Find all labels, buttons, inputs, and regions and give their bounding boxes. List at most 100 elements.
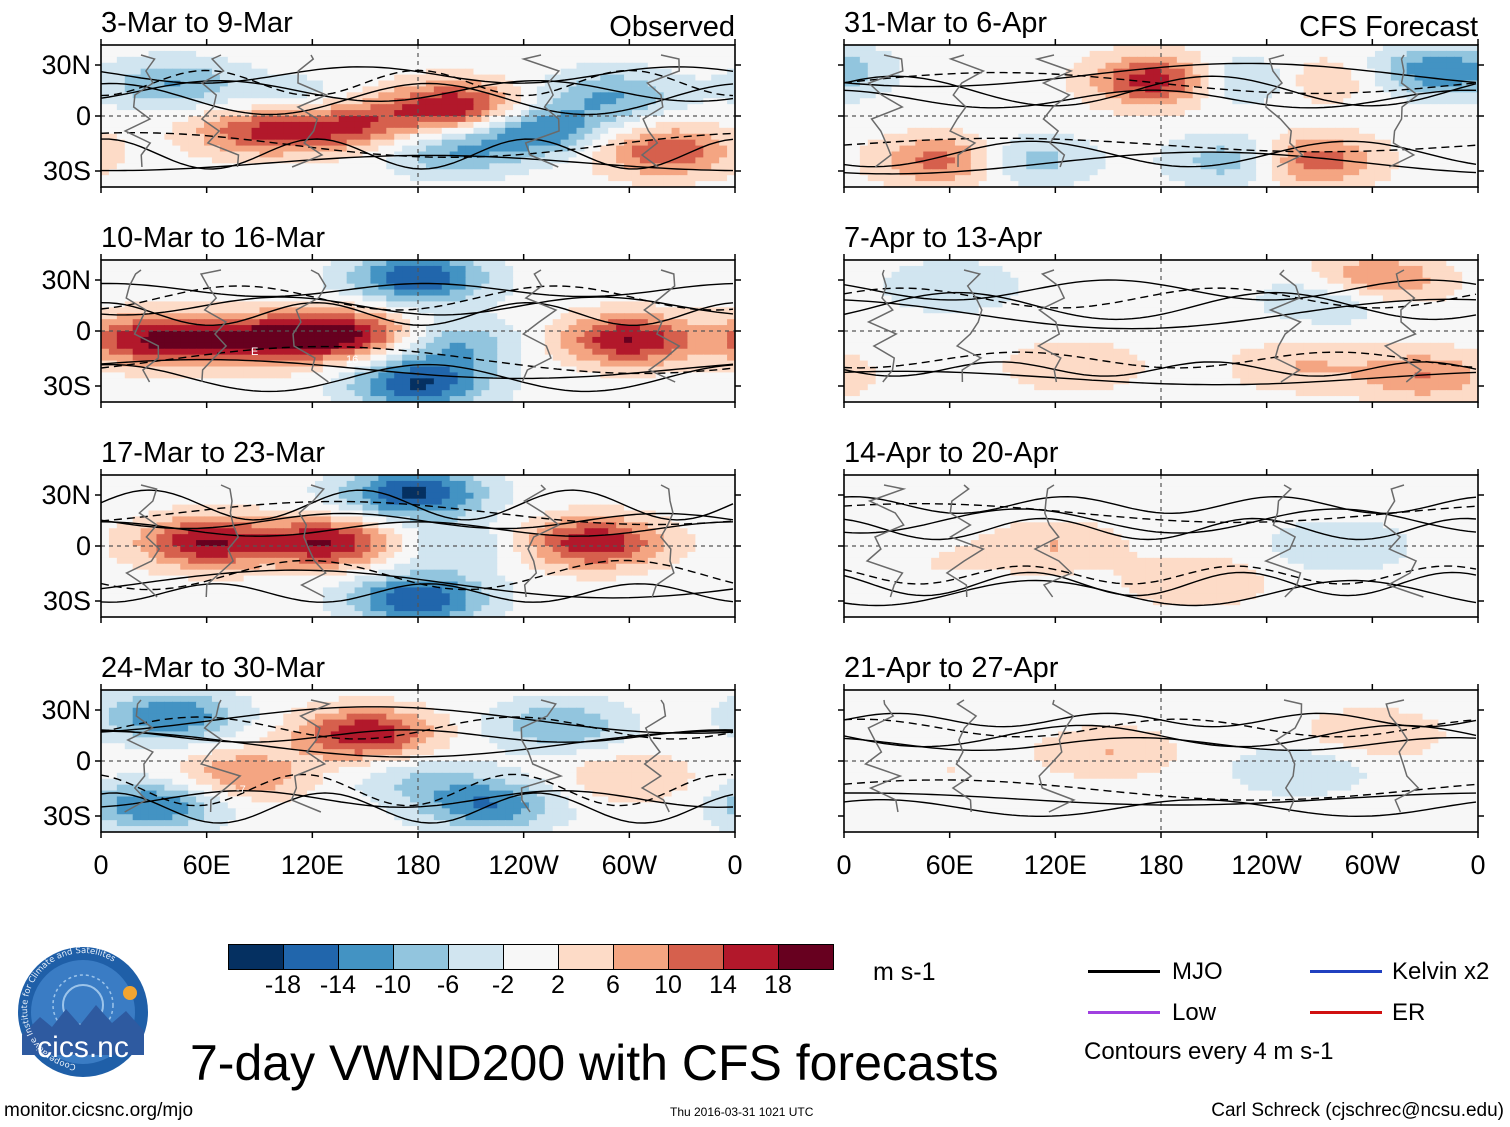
heatmap-cell xyxy=(188,127,197,135)
heatmap-cell xyxy=(600,510,609,518)
heatmap-cell xyxy=(394,110,403,117)
heatmap-cell xyxy=(592,175,601,182)
heatmap-cell xyxy=(116,348,126,356)
heatmap-cell xyxy=(251,271,261,279)
heatmap-cell xyxy=(251,289,261,297)
heatmap-cell xyxy=(188,80,197,88)
heatmap-cell xyxy=(362,116,372,123)
heatmap-cell xyxy=(180,283,189,291)
heatmap-cell xyxy=(101,163,110,170)
heatmap-cell xyxy=(624,480,633,488)
heatmap-cell xyxy=(568,74,578,82)
heatmap-cell xyxy=(560,378,570,385)
heatmap-cell xyxy=(425,546,435,553)
heatmap-cell xyxy=(663,127,673,135)
heatmap-cell xyxy=(608,534,617,541)
heatmap-cell xyxy=(140,62,150,70)
heatmap-cell xyxy=(568,546,578,553)
heatmap-cell xyxy=(101,260,110,267)
heatmap-cell xyxy=(211,342,221,350)
heatmap-cell xyxy=(505,80,514,88)
heatmap-cell xyxy=(204,336,213,344)
heatmap-cell xyxy=(576,534,586,541)
heatmap-cell xyxy=(362,528,372,535)
heatmap-cell xyxy=(346,307,356,314)
heatmap-cell xyxy=(639,139,649,147)
heatmap-cell xyxy=(433,121,443,129)
heatmap-cell xyxy=(544,540,554,547)
heatmap-cell xyxy=(322,62,332,70)
heatmap-cell xyxy=(687,390,696,397)
heatmap-cell xyxy=(560,151,570,159)
heatmap-cell xyxy=(235,366,245,374)
heatmap-cell xyxy=(235,133,245,141)
heatmap-cell xyxy=(671,325,681,332)
heatmap-cell xyxy=(568,86,578,93)
heatmap-cell xyxy=(608,260,617,267)
heatmap-cell xyxy=(338,384,348,391)
heatmap-cell xyxy=(211,80,221,88)
heatmap-cell xyxy=(624,486,633,494)
heatmap-cell xyxy=(378,390,387,397)
heatmap-cell xyxy=(108,510,118,518)
heatmap-cell xyxy=(449,534,459,541)
heatmap-cell xyxy=(536,157,546,164)
heatmap-cell xyxy=(433,342,443,350)
heatmap-cell xyxy=(473,169,482,176)
heatmap-cell xyxy=(489,486,498,494)
heatmap-cell xyxy=(616,378,625,385)
heatmap-cell xyxy=(639,74,649,82)
heatmap-cell xyxy=(679,56,689,64)
heatmap-cell xyxy=(671,289,681,297)
heatmap-cell xyxy=(314,354,324,362)
heatmap-cell xyxy=(410,260,419,267)
heatmap-cell xyxy=(172,348,181,356)
heatmap-cell xyxy=(338,492,348,500)
heatmap-cell xyxy=(362,80,372,88)
heatmap-cell xyxy=(418,534,427,541)
heatmap-cell xyxy=(727,372,735,379)
heatmap-cell xyxy=(552,283,562,291)
heatmap-cell xyxy=(196,384,205,391)
heatmap-cell xyxy=(544,504,554,512)
heatmap-cell xyxy=(140,283,150,291)
heatmap-cell xyxy=(235,480,245,488)
heatmap-cell xyxy=(528,366,538,374)
heatmap-cell xyxy=(386,378,395,385)
heatmap-cell xyxy=(267,127,276,135)
heatmap-cell xyxy=(616,348,625,356)
heatmap-cell xyxy=(592,366,601,374)
heatmap-cell xyxy=(552,396,562,402)
heatmap-cell xyxy=(164,68,173,76)
heatmap-cell xyxy=(679,62,689,70)
heatmap-cell xyxy=(418,265,427,273)
heatmap-cell xyxy=(663,498,673,506)
heatmap-cell xyxy=(465,504,475,512)
heatmap-cell xyxy=(584,378,593,385)
heatmap-cell xyxy=(727,260,735,267)
heatmap-cell xyxy=(330,181,340,187)
heatmap-cell xyxy=(513,68,522,76)
heatmap-cell xyxy=(140,277,150,285)
heatmap-cell xyxy=(291,348,300,356)
heatmap-cell xyxy=(299,307,308,314)
heatmap-cell xyxy=(322,546,332,553)
heatmap-cell xyxy=(584,360,593,368)
heatmap-cell xyxy=(647,522,657,529)
heatmap-cell xyxy=(521,50,530,58)
heatmap-cell xyxy=(687,546,696,553)
heatmap-cell xyxy=(172,336,181,344)
heatmap-cell xyxy=(370,62,379,70)
heatmap-cell xyxy=(410,378,419,385)
heatmap-cell xyxy=(497,378,506,385)
heatmap-cell xyxy=(132,175,142,182)
heatmap-cell xyxy=(418,331,427,338)
heatmap-cell xyxy=(536,121,546,129)
heatmap-cell xyxy=(314,151,324,159)
heatmap-cell xyxy=(655,378,665,385)
heatmap-cell xyxy=(481,301,490,308)
heatmap-cell xyxy=(108,74,118,82)
heatmap-cell xyxy=(116,307,126,314)
heatmap-cell xyxy=(291,534,300,541)
heatmap-cell xyxy=(219,301,229,308)
